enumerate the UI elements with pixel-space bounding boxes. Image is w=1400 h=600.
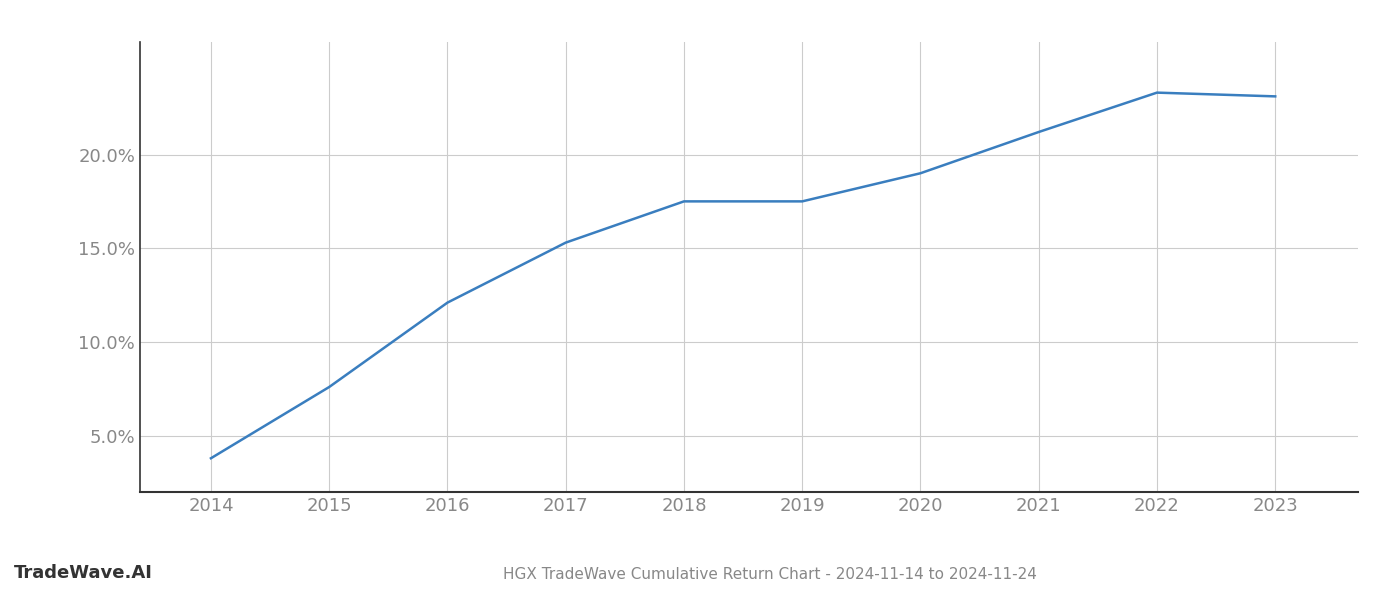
Text: HGX TradeWave Cumulative Return Chart - 2024-11-14 to 2024-11-24: HGX TradeWave Cumulative Return Chart - … [503,567,1037,582]
Text: TradeWave.AI: TradeWave.AI [14,564,153,582]
